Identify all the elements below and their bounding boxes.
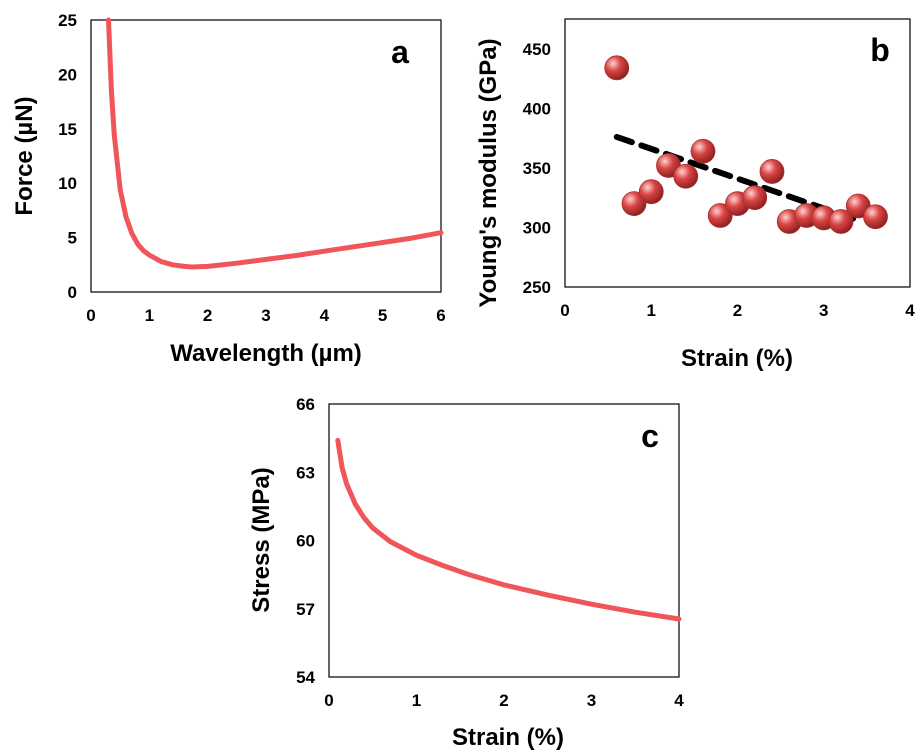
y-tick-label: 54	[296, 668, 315, 687]
x-tick-label: 1	[412, 691, 421, 710]
y-tick-label: 250	[523, 278, 551, 297]
y-tick-label: 63	[296, 463, 315, 482]
y-tick-label: 400	[523, 99, 551, 118]
x-tick-label: 3	[819, 301, 828, 320]
y-tick-label: 0	[68, 283, 77, 302]
data-point	[707, 203, 733, 228]
y-tick-label: 300	[523, 218, 551, 237]
data-point	[621, 191, 647, 217]
panel-b-y-tick-labels: 250 300 350 400 450	[523, 40, 551, 297]
panel-a-force-vs-wavelength: 0 1 2 3 4 5 6 0 5 10 15 20 25 Wavelength (µm) Force…	[11, 11, 446, 367]
x-tick-label: 4	[674, 691, 684, 710]
series-line	[106, 17, 444, 270]
data-point	[863, 204, 888, 230]
data-point	[742, 185, 768, 211]
panel-b-x-axis-label: Strain (%)	[681, 345, 793, 372]
y-tick-label: 25	[58, 11, 77, 30]
y-tick-label: 20	[58, 65, 77, 84]
panel-c-y-axis-label: Stress (MPa)	[248, 467, 275, 612]
data-point	[828, 209, 854, 234]
panel-a-y-axis-label: Force (µN)	[11, 96, 38, 215]
x-tick-label: 3	[261, 306, 270, 325]
data-point	[759, 159, 785, 184]
x-tick-label: 1	[647, 301, 656, 320]
y-tick-label: 66	[296, 395, 315, 414]
panel-a-x-axis-label: Wavelength (µm)	[170, 340, 362, 367]
panel-b-marks	[604, 55, 888, 234]
y-tick-label: 350	[523, 159, 551, 178]
y-tick-label: 450	[523, 40, 551, 59]
trend-line	[613, 133, 862, 224]
x-tick-label: 4	[905, 301, 915, 320]
panel-a-marks	[106, 17, 444, 270]
panel-b-youngs-modulus-vs-strain: 0 1 2 3 4 250 300 350 400 450 Strain (%) Young's…	[475, 18, 915, 372]
y-tick-label: 15	[58, 120, 77, 139]
panel-c-stress-vs-strain: 0 1 2 3 4 54 57 60 63 66 Strain (%) Stress (MPa)…	[248, 395, 684, 751]
x-tick-label: 3	[587, 691, 596, 710]
data-point	[673, 163, 699, 189]
panel-b-y-axis-label: Young's modulus (GPa)	[475, 38, 502, 307]
data-point	[604, 55, 630, 81]
panel-c-x-tick-labels: 0 1 2 3 4	[324, 691, 684, 710]
panel-c-label: c	[641, 418, 659, 454]
x-tick-label: 0	[86, 306, 95, 325]
panel-a-y-tick-labels: 0 5 10 15 20 25	[58, 11, 77, 302]
x-tick-label: 2	[499, 691, 508, 710]
x-tick-label: 0	[560, 301, 569, 320]
x-tick-label: 4	[320, 306, 330, 325]
panel-b-label: b	[870, 32, 890, 68]
x-tick-label: 5	[378, 306, 387, 325]
data-point	[638, 179, 664, 205]
panel-a-label: a	[391, 34, 409, 70]
series-line	[335, 437, 682, 622]
x-tick-label: 6	[436, 306, 445, 325]
x-tick-label: 2	[203, 306, 212, 325]
x-tick-label: 1	[145, 306, 154, 325]
panel-c-plot-area	[328, 403, 680, 678]
y-tick-label: 5	[68, 229, 77, 248]
x-tick-label: 0	[324, 691, 333, 710]
panel-c-marks	[335, 437, 682, 622]
panel-c-x-axis-label: Strain (%)	[452, 724, 564, 751]
panel-a-plot-area	[90, 19, 442, 293]
y-tick-label: 60	[296, 532, 315, 551]
data-point	[690, 138, 716, 164]
y-tick-label: 57	[296, 600, 315, 619]
panel-b-x-tick-labels: 0 1 2 3 4	[560, 301, 915, 320]
panel-a-x-tick-labels: 0 1 2 3 4 5 6	[86, 306, 445, 325]
x-tick-label: 2	[733, 301, 742, 320]
panel-c-y-tick-labels: 54 57 60 63 66	[296, 395, 315, 687]
y-tick-label: 10	[58, 174, 77, 193]
